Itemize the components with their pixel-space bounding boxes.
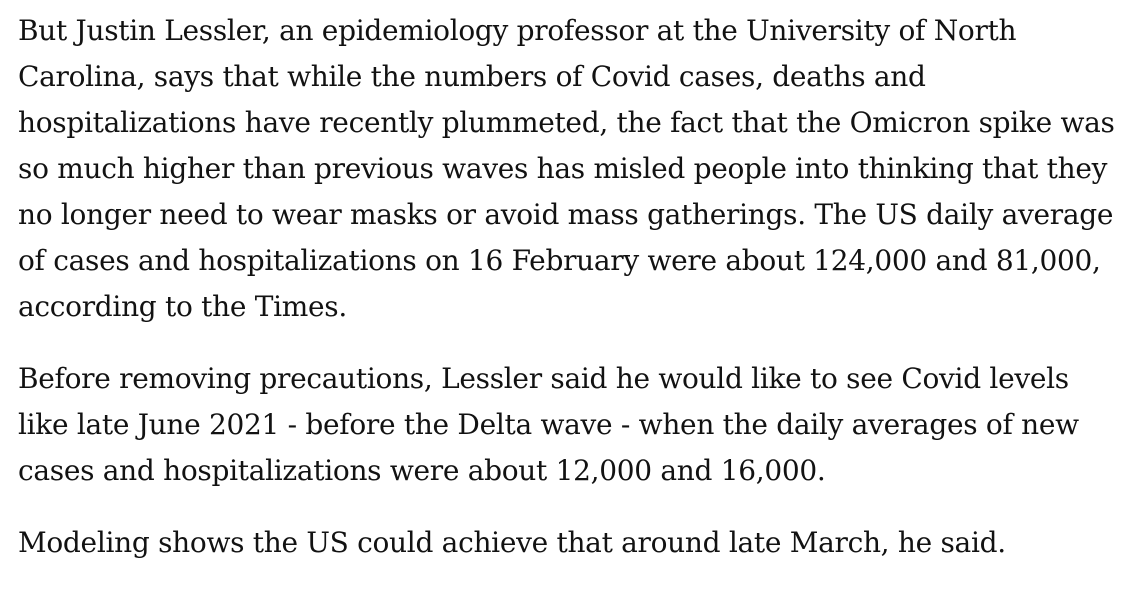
paragraph: But Justin Lessler, an epidemiology prof… [18, 14, 1115, 323]
paragraph: Modeling shows the US could achieve that… [18, 526, 1006, 559]
paragraph: Before removing precautions, Lessler sai… [18, 362, 1079, 487]
